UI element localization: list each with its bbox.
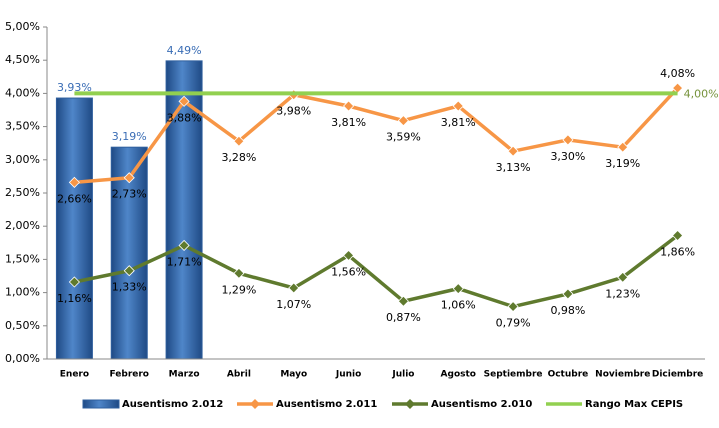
legend-label: Ausentismo 2.012 [122, 399, 223, 410]
x-tick-label: Febrero [110, 370, 150, 380]
legend-label: Ausentismo 2.011 [276, 399, 377, 410]
y-tick-label: 0,50% [5, 319, 40, 332]
value-label: 1,71% [167, 255, 202, 268]
x-tick-label: Mayo [280, 370, 307, 380]
value-label: 0,79% [496, 317, 531, 330]
value-label: 3,30% [550, 150, 585, 163]
y-tick-label: 1,50% [5, 252, 40, 265]
value-label: 1,16% [57, 292, 92, 305]
value-label: 1,29% [221, 283, 256, 296]
x-tick-label: Marzo [169, 370, 200, 380]
value-label: 4,08% [660, 67, 695, 80]
value-label: 3,81% [331, 116, 366, 129]
y-tick-label: 2,50% [5, 186, 40, 199]
marker [178, 95, 190, 107]
marker [68, 276, 80, 288]
x-tick-label: Abril [227, 370, 251, 380]
legend-marker [250, 399, 260, 409]
value-label: 0,87% [386, 311, 421, 324]
marker [233, 135, 245, 147]
x-tick-label: Junio [335, 370, 361, 380]
marker [452, 100, 464, 112]
marker [123, 265, 135, 277]
marker [672, 229, 684, 242]
x-tick-label: Diciembre [652, 370, 703, 380]
marker [507, 300, 519, 313]
marker [617, 141, 629, 153]
value-label: 0,98% [550, 304, 585, 317]
y-tick-label: 3,50% [5, 120, 40, 133]
value-label: 1,06% [441, 299, 476, 312]
value-label: 3,59% [386, 131, 421, 144]
marker [178, 239, 190, 252]
marker [562, 134, 574, 146]
y-tick-label: 1,00% [5, 286, 40, 299]
value-label: 3,98% [276, 105, 311, 118]
legend-swatch [82, 399, 120, 409]
y-tick-label: 4,00% [5, 86, 40, 99]
x-tick-label: Noviembre [595, 370, 650, 380]
marker [452, 283, 464, 295]
marker [397, 115, 409, 127]
value-label: 3,19% [112, 130, 147, 143]
line [74, 86, 679, 185]
value-label: 1,56% [331, 265, 366, 278]
legend-label: Ausentismo 2.010 [431, 399, 532, 410]
marker [123, 172, 135, 184]
y-tick-label: 3,00% [5, 153, 40, 166]
value-label: 1,23% [605, 287, 640, 300]
bar [55, 97, 93, 360]
value-label: 3,81% [441, 116, 476, 129]
legend-marker [405, 399, 415, 409]
line [74, 234, 679, 309]
x-tick-label: Septiembre [484, 370, 543, 380]
value-label: 3,88% [167, 111, 202, 124]
marker [397, 295, 409, 307]
legend-label: Rango Max CEPIS [585, 399, 683, 410]
marker [233, 267, 245, 279]
value-label: 3,28% [221, 151, 256, 164]
marker [617, 271, 629, 283]
y-tick-label: 4,50% [5, 53, 40, 66]
value-label: 3,19% [605, 157, 640, 170]
value-label: 1,33% [112, 281, 147, 294]
y-tick-label: 5,00% [5, 20, 40, 33]
value-label: 4,00% [684, 87, 719, 100]
marker [507, 145, 519, 157]
marker [562, 288, 574, 300]
x-tick-label: Agosto [441, 370, 476, 380]
value-label: 2,66% [57, 192, 92, 205]
value-label: 2,73% [112, 188, 147, 201]
value-label: 3,93% [57, 81, 92, 94]
value-label: 4,49% [167, 44, 202, 57]
marker [343, 249, 355, 261]
value-label: 3,13% [496, 161, 531, 174]
x-tick-label: Octubre [548, 370, 589, 380]
marker [288, 282, 300, 294]
value-label: 1,86% [660, 245, 695, 258]
x-tick-label: Enero [60, 370, 89, 380]
y-tick-label: 0,00% [5, 352, 40, 365]
marker [343, 100, 355, 112]
y-tick-label: 2,00% [5, 219, 40, 232]
value-label: 1,07% [276, 298, 311, 311]
marker [68, 176, 80, 188]
x-tick-label: Julio [391, 370, 414, 380]
